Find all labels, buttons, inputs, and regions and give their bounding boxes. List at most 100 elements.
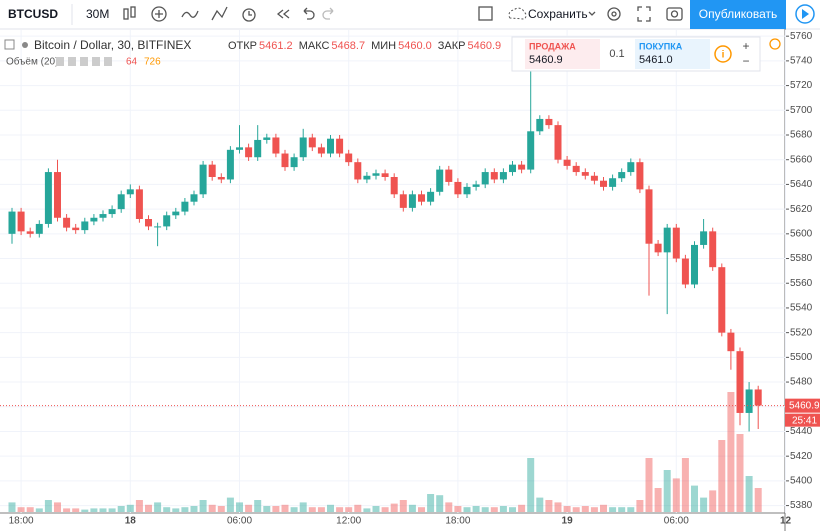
candle-body	[272, 137, 280, 154]
compare-icon[interactable]	[181, 10, 199, 18]
candle-body	[408, 194, 416, 208]
volume-bar	[590, 507, 598, 512]
candle-body	[99, 214, 107, 218]
y-tick-label: 5500	[790, 352, 813, 363]
fullscreen-icon[interactable]	[637, 6, 651, 22]
candle-body	[490, 172, 498, 180]
volume-bar	[454, 506, 462, 512]
candle-body	[190, 194, 198, 202]
volume-legend-icons	[56, 57, 112, 66]
ohlc-label: МАКС	[299, 40, 330, 52]
publish-button[interactable]: Опубликовать	[699, 7, 777, 21]
volume-bar	[308, 507, 316, 512]
candle-body	[236, 147, 243, 150]
alert-icon[interactable]	[242, 8, 256, 22]
candle-body	[463, 186, 471, 195]
legend: Bitcoin / Dollar, 30, BITFINEX ОТКР 5461.…	[4, 38, 501, 68]
redo-icon[interactable]	[322, 7, 334, 20]
countdown-label: 25:41	[792, 415, 817, 426]
interval[interactable]: 30M	[86, 7, 109, 21]
volume-bar	[609, 507, 617, 512]
volume-bar	[172, 508, 180, 512]
volume-bar	[427, 494, 435, 512]
candle-body	[627, 162, 635, 173]
volume-bar	[745, 476, 753, 512]
volume-bar	[290, 507, 298, 512]
candle-body	[245, 147, 253, 158]
candle-body	[454, 181, 462, 195]
symbol[interactable]: BTCUSD	[8, 7, 58, 21]
volume-bar	[718, 440, 726, 512]
settings-icon[interactable]	[607, 7, 621, 21]
candle-body	[290, 157, 298, 168]
buy-price[interactable]: 5461.0	[639, 54, 673, 66]
volume-bar	[509, 507, 516, 512]
volume-bar	[399, 500, 407, 512]
sell-label[interactable]: ПРОДАЖА	[529, 41, 576, 51]
candle-body	[72, 227, 80, 231]
candle-body	[609, 178, 617, 187]
y-tick-label: 5660	[790, 154, 813, 165]
volume-bar	[81, 509, 89, 512]
buy-box[interactable]	[635, 39, 710, 69]
replay-icon[interactable]	[276, 9, 290, 19]
candle-body	[481, 172, 489, 185]
candle-body	[254, 139, 262, 158]
volume-bar	[754, 488, 762, 512]
sell-box[interactable]	[525, 39, 600, 69]
volume-bar	[208, 504, 216, 512]
volume-bar	[691, 485, 698, 512]
volume-bar	[563, 506, 571, 512]
y-tick-label: 5400	[790, 476, 813, 487]
sell-price[interactable]: 5460.9	[529, 54, 563, 66]
candle-body	[327, 138, 334, 154]
candle-body	[154, 226, 162, 228]
alert-marker[interactable]	[769, 38, 781, 50]
candle-body	[509, 164, 516, 173]
volume-bar	[299, 502, 307, 512]
volume-bar	[226, 497, 234, 512]
volume-bar	[44, 500, 52, 512]
buy-label[interactable]: ПОКУПКА	[639, 41, 683, 51]
save-menu-arrow[interactable]	[588, 11, 596, 16]
candle-body	[354, 162, 362, 180]
countdown-tag	[785, 413, 820, 427]
volume-legend-value: 64	[126, 57, 138, 68]
volume-bar	[72, 508, 80, 512]
candle-body	[518, 164, 526, 170]
y-tick-label: 5640	[790, 179, 813, 190]
volume-bar	[190, 506, 198, 512]
candle-body	[145, 219, 152, 227]
undo-icon[interactable]	[303, 7, 315, 20]
collapse-icon[interactable]	[4, 39, 15, 50]
candle-body	[181, 201, 189, 212]
indicators-icon[interactable]	[151, 6, 167, 22]
plus-button[interactable]: +	[742, 39, 749, 53]
ohlc-label: ЗАКР	[438, 40, 466, 52]
x-tick-label: 18	[125, 516, 137, 527]
info-icon[interactable]	[714, 45, 732, 63]
volume-bar	[26, 507, 34, 512]
snapshot-icon[interactable]	[666, 7, 683, 21]
volume-bar	[481, 507, 489, 512]
candle-body	[81, 221, 89, 231]
toolbar-bg	[0, 0, 820, 29]
volume-bar	[8, 502, 16, 512]
volume-bar	[700, 497, 708, 512]
layout-icon[interactable]	[478, 6, 493, 21]
volume-bar	[372, 506, 380, 512]
minus-button[interactable]: −	[742, 54, 749, 68]
publish-button-bg[interactable]	[690, 0, 786, 29]
candles-icon[interactable]	[123, 6, 136, 20]
volume-bar	[245, 504, 253, 512]
y-tick-label: 5540	[790, 303, 813, 314]
candle-body	[8, 211, 16, 234]
candle-body	[536, 118, 544, 132]
candle-body	[545, 118, 553, 126]
quantity[interactable]: 0.1	[609, 48, 624, 60]
y-tick-label: 5680	[790, 130, 813, 141]
candle-body	[572, 165, 580, 173]
volume-bar	[35, 508, 43, 512]
templates-icon[interactable]	[211, 6, 228, 21]
save-button[interactable]: Сохранить	[528, 7, 588, 21]
